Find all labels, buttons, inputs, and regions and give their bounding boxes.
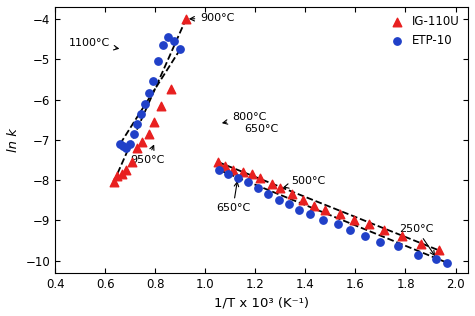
IG-110U <box>128 159 135 164</box>
ETP-10 <box>347 228 354 233</box>
ETP-10 <box>361 234 369 239</box>
ETP-10 <box>159 43 167 48</box>
ETP-10 <box>215 167 223 173</box>
IG-110U <box>239 169 247 174</box>
IG-110U <box>118 172 125 177</box>
ETP-10 <box>443 260 451 265</box>
IG-110U <box>436 248 443 253</box>
ETP-10 <box>130 131 138 136</box>
IG-110U <box>417 242 424 247</box>
IG-110U <box>288 191 295 197</box>
ETP-10 <box>432 256 439 261</box>
ETP-10 <box>414 252 422 257</box>
Text: 650°C: 650°C <box>244 124 278 134</box>
IG-110U <box>151 119 158 124</box>
IG-110U <box>182 16 190 21</box>
IG-110U <box>123 167 130 173</box>
ETP-10 <box>394 244 402 249</box>
Text: 500°C: 500°C <box>284 176 325 188</box>
IG-110U <box>110 179 117 185</box>
Text: 250°C: 250°C <box>399 224 435 255</box>
IG-110U <box>380 228 388 233</box>
ETP-10 <box>254 185 262 191</box>
ETP-10 <box>137 111 145 116</box>
ETP-10 <box>234 175 242 180</box>
ETP-10 <box>306 212 314 217</box>
ETP-10 <box>224 172 232 177</box>
IG-110U <box>256 175 264 180</box>
IG-110U <box>398 234 406 239</box>
Text: 800°C: 800°C <box>223 112 266 124</box>
IG-110U <box>139 139 146 144</box>
IG-110U <box>157 103 165 108</box>
IG-110U <box>248 172 256 177</box>
Text: 950°C: 950°C <box>130 145 164 165</box>
Text: 900°C: 900°C <box>190 13 235 23</box>
ETP-10 <box>150 79 157 84</box>
ETP-10 <box>126 141 134 146</box>
IG-110U <box>351 218 358 223</box>
ETP-10 <box>142 101 149 106</box>
X-axis label: 1/T x 10³ (K⁻¹): 1/T x 10³ (K⁻¹) <box>214 296 309 309</box>
ETP-10 <box>276 198 283 203</box>
IG-110U <box>229 167 237 173</box>
IG-110U <box>322 208 329 213</box>
IG-110U <box>337 212 344 217</box>
ETP-10 <box>334 222 342 227</box>
IG-110U <box>214 159 221 164</box>
ETP-10 <box>170 39 178 44</box>
Legend: IG-110U, ETP-10: IG-110U, ETP-10 <box>382 13 462 50</box>
IG-110U <box>167 87 174 92</box>
ETP-10 <box>116 141 124 146</box>
ETP-10 <box>264 191 272 197</box>
Y-axis label: ln k: ln k <box>7 128 20 152</box>
IG-110U <box>276 185 284 191</box>
IG-110U <box>221 163 229 168</box>
ETP-10 <box>119 143 127 148</box>
ETP-10 <box>244 179 252 185</box>
IG-110U <box>268 182 276 187</box>
ETP-10 <box>319 218 327 223</box>
IG-110U <box>365 222 373 227</box>
IG-110U <box>299 198 307 203</box>
ETP-10 <box>285 202 293 207</box>
ETP-10 <box>123 145 130 150</box>
IG-110U <box>145 131 153 136</box>
ETP-10 <box>295 208 303 213</box>
ETP-10 <box>377 240 384 245</box>
ETP-10 <box>176 47 184 52</box>
ETP-10 <box>164 35 172 40</box>
IG-110U <box>310 204 318 209</box>
IG-110U <box>133 145 141 150</box>
ETP-10 <box>145 91 153 96</box>
ETP-10 <box>133 121 141 126</box>
IG-110U <box>114 173 121 179</box>
ETP-10 <box>154 59 162 64</box>
Text: 650°C: 650°C <box>216 182 250 213</box>
Text: 1100°C: 1100°C <box>69 39 118 50</box>
